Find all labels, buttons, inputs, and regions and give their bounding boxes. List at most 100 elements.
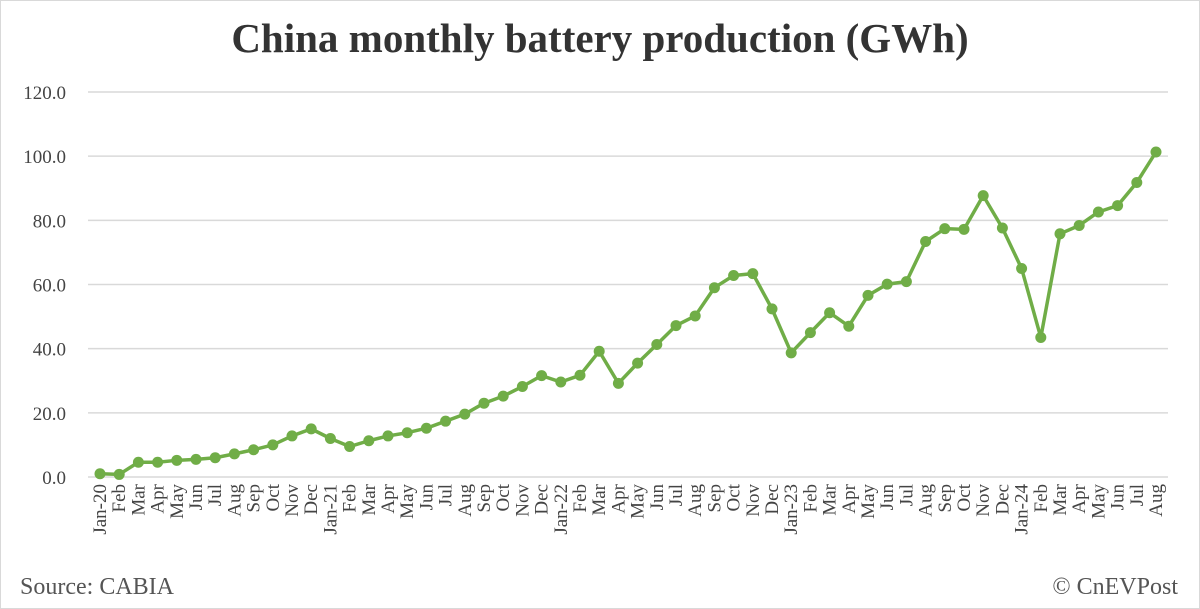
x-tick-label: Jun xyxy=(186,484,207,511)
x-tick-label: Aug xyxy=(455,484,476,517)
x-tick-label: Dec xyxy=(532,484,553,515)
x-tick-label: Jul xyxy=(1127,484,1148,506)
data-point xyxy=(824,307,836,319)
x-tick-label: Dec xyxy=(762,484,783,515)
data-point xyxy=(977,190,989,202)
data-point xyxy=(516,381,528,393)
data-point xyxy=(708,282,720,294)
data-point xyxy=(632,357,644,369)
x-tick-label: Jan-23 xyxy=(781,484,802,535)
x-tick-label: Jul xyxy=(896,484,917,506)
y-tick-label: 0.0 xyxy=(42,468,66,489)
x-tick-label: Sep xyxy=(474,484,495,513)
data-point xyxy=(920,236,932,248)
x-tick-label: Oct xyxy=(493,483,514,511)
data-point xyxy=(209,452,221,464)
copyright-note: © CnEVPost xyxy=(1052,574,1178,600)
data-point xyxy=(267,439,279,451)
data-point xyxy=(1073,219,1085,231)
x-tick-label: Jan-20 xyxy=(90,484,111,535)
data-point xyxy=(228,448,240,460)
x-tick-label: Dec xyxy=(301,484,322,515)
x-tick-label: Jan-22 xyxy=(551,484,572,535)
data-point xyxy=(612,377,624,389)
data-point xyxy=(1150,146,1162,158)
data-point xyxy=(497,390,509,402)
data-point xyxy=(113,468,125,480)
data-point xyxy=(190,453,202,465)
data-point xyxy=(1112,200,1124,212)
data-point xyxy=(785,347,797,359)
x-tick-label: Jun xyxy=(877,484,898,511)
data-point xyxy=(1131,176,1143,188)
data-point xyxy=(324,433,336,444)
data-point xyxy=(728,270,740,282)
x-tick-label: May xyxy=(858,484,879,519)
data-point xyxy=(171,454,183,466)
x-tick-label: Jun xyxy=(1108,484,1129,511)
source-note: Source: CABIA xyxy=(20,574,174,600)
y-tick-label: 60.0 xyxy=(33,276,66,297)
y-tick-label: 120.0 xyxy=(23,83,66,104)
data-point xyxy=(152,456,164,468)
x-tick-label: Feb xyxy=(570,484,591,513)
x-tick-label: May xyxy=(628,484,649,519)
data-point xyxy=(939,223,951,235)
data-point xyxy=(363,435,375,447)
x-tick-label: Jul xyxy=(436,484,457,506)
data-point xyxy=(1092,206,1104,218)
data-point xyxy=(766,303,778,315)
x-tick-label: Mar xyxy=(820,483,841,515)
data-point xyxy=(478,397,490,409)
x-tick-label: May xyxy=(397,484,418,519)
x-tick-label: Apr xyxy=(608,483,629,513)
x-tick-label: Feb xyxy=(109,484,130,513)
x-tick-label: Nov xyxy=(512,484,533,517)
x-tick-label: Apr xyxy=(148,483,169,513)
x-tick-label: Nov xyxy=(743,484,764,517)
data-point xyxy=(1035,331,1047,343)
data-point xyxy=(574,369,586,381)
x-tick-label: May xyxy=(1088,484,1109,519)
data-point xyxy=(344,441,356,453)
y-tick-label: 40.0 xyxy=(33,340,66,361)
x-tick-label: Aug xyxy=(1146,484,1167,517)
data-point xyxy=(555,376,567,388)
x-tick-label: Nov xyxy=(973,484,994,517)
x-tick-label: Jan-24 xyxy=(1012,484,1033,535)
x-tick-label: Feb xyxy=(1031,484,1052,513)
x-tick-label: Sep xyxy=(704,484,725,513)
data-point xyxy=(536,370,548,382)
series-line xyxy=(99,151,1158,477)
y-tick-label: 80.0 xyxy=(33,211,66,232)
data-point xyxy=(843,320,855,332)
data-point xyxy=(305,423,317,435)
x-tick-label: Mar xyxy=(589,483,610,515)
x-tick-label: Jun xyxy=(647,484,668,511)
x-tick-label: Nov xyxy=(282,484,303,517)
x-tick-label: Apr xyxy=(1069,483,1090,513)
x-tick-label: Mar xyxy=(128,483,149,515)
data-point xyxy=(996,222,1008,234)
data-point xyxy=(862,289,874,301)
x-tick-label: Mar xyxy=(1050,483,1071,515)
x-tick-label: Oct xyxy=(263,483,284,511)
x-tick-label: Mar xyxy=(359,483,380,515)
x-tick-label: Sep xyxy=(244,484,265,513)
x-tick-label: Jun xyxy=(416,484,437,511)
data-point xyxy=(747,268,759,280)
data-point xyxy=(1016,262,1028,274)
x-tick-label: Dec xyxy=(992,484,1013,515)
x-tick-label: Aug xyxy=(685,484,706,517)
x-tick-label: Sep xyxy=(935,484,956,513)
x-tick-label: Aug xyxy=(916,484,937,517)
x-tick-label: Jul xyxy=(205,484,226,506)
data-point xyxy=(248,444,260,456)
data-point xyxy=(1054,228,1066,240)
x-tick-label: Jan-21 xyxy=(320,484,341,535)
chart-title: China monthly battery production (GWh) xyxy=(231,15,969,61)
x-tick-label: Feb xyxy=(800,484,821,513)
x-tick-label: Apr xyxy=(839,483,860,513)
x-tick-label: May xyxy=(167,484,188,519)
